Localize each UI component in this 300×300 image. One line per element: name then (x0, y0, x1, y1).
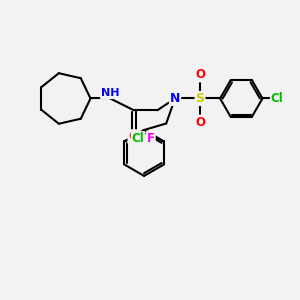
Text: O: O (195, 116, 205, 128)
Text: F: F (147, 132, 155, 145)
Text: Cl: Cl (132, 132, 144, 145)
Text: NH: NH (101, 88, 119, 98)
Text: N: N (170, 92, 180, 105)
Text: Cl: Cl (271, 92, 284, 105)
Text: O: O (195, 68, 205, 81)
Text: S: S (196, 92, 205, 105)
Text: O: O (128, 130, 139, 143)
